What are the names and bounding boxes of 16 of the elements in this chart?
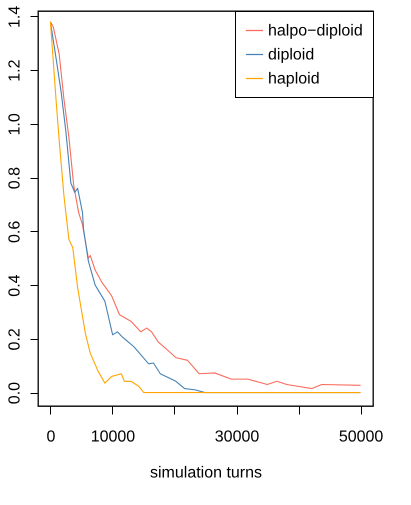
y-tick-label: 1.4	[6, 6, 24, 28]
y-tick-label: 0.8	[6, 166, 24, 190]
y-tick-label: 1.0	[6, 113, 24, 136]
legend-label: haploid	[268, 70, 320, 88]
y-tick-label: 1.2	[6, 59, 24, 82]
x-tick-label: 0	[46, 428, 56, 446]
y-tick-label: 0.2	[6, 328, 24, 350]
legend-label: diploid	[268, 46, 314, 64]
x-tick-label: 30000	[214, 428, 260, 446]
x-axis-title: simulation turns	[150, 464, 262, 482]
x-tick-label: 50000	[338, 428, 384, 446]
y-tick-label: 0.6	[6, 220, 24, 243]
x-tick-label: 10000	[90, 428, 136, 446]
y-tick-label: 0.4	[6, 274, 24, 297]
legend-label: halpo−diploid	[268, 22, 363, 40]
y-tick-label: 0.0	[6, 382, 24, 404]
